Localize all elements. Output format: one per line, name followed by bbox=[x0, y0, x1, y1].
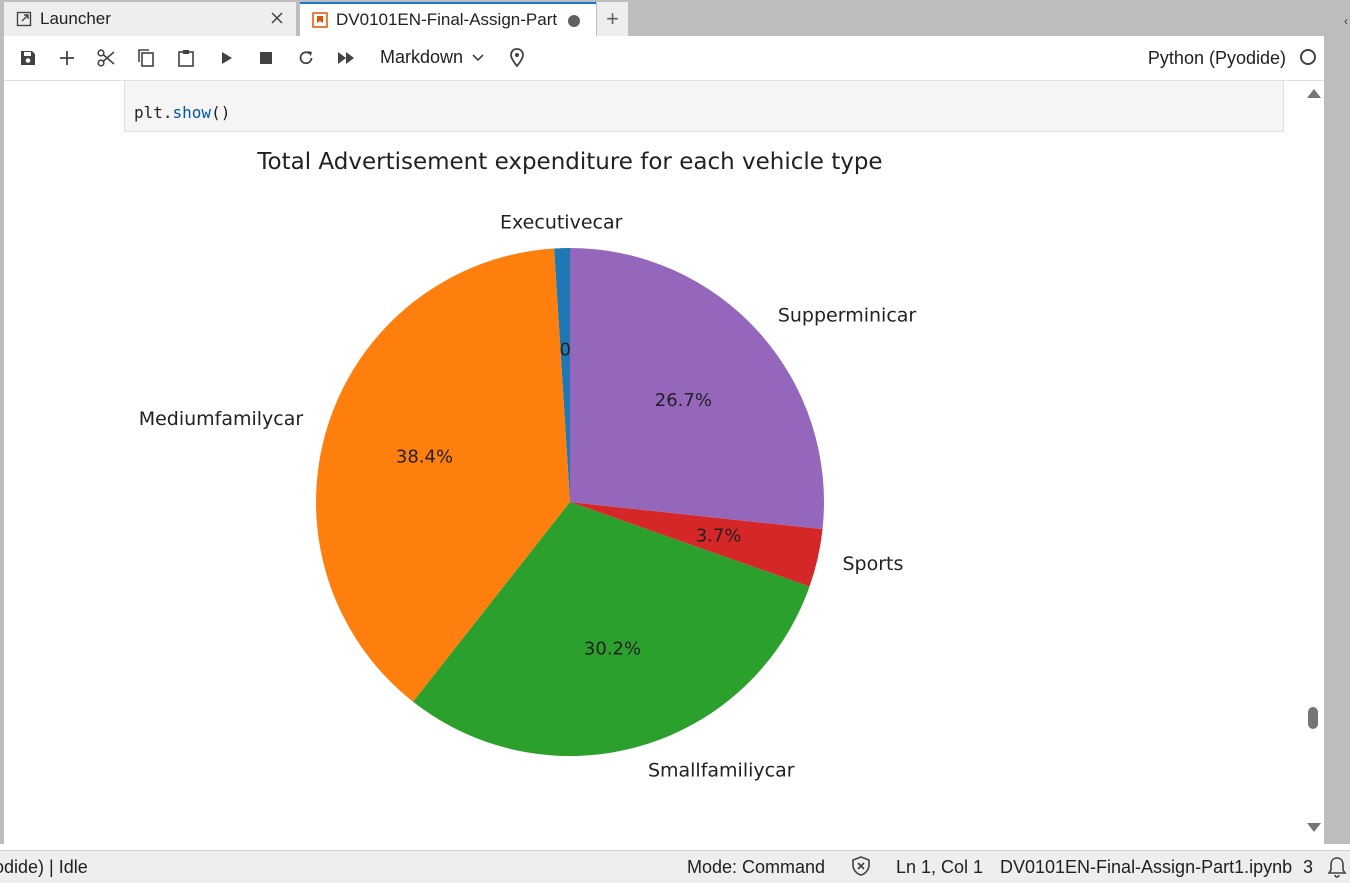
category-label: Smallfamiliycar bbox=[648, 759, 795, 781]
save-icon[interactable] bbox=[16, 46, 40, 70]
notification-count: 3 bbox=[1303, 857, 1314, 877]
kernel-status-text[interactable]: odide) | Idle bbox=[0, 857, 88, 877]
tab-launcher[interactable]: Launcher bbox=[4, 2, 296, 36]
code-object: plt. bbox=[134, 103, 173, 122]
tab-bar: Launcher DV0101EN-Final-Assign-Part + ‹ bbox=[0, 0, 1350, 36]
code-args: () bbox=[211, 103, 231, 122]
pie-slices: Executivecar1.0%Mediumfamilycar38.4%Smal… bbox=[139, 212, 917, 782]
category-label: Supperminicar bbox=[778, 304, 917, 326]
file-name: DV0101EN-Final-Assign-Part1.ipynb bbox=[1000, 857, 1293, 877]
chevron-down-icon bbox=[472, 53, 484, 61]
scroll-thumb[interactable] bbox=[1308, 707, 1318, 729]
percent-label: 38.4% bbox=[396, 447, 453, 468]
notebook-icon bbox=[312, 12, 328, 28]
cell-type-dropdown[interactable]: Markdown bbox=[380, 47, 485, 68]
pie-slice-executivecar bbox=[554, 248, 570, 502]
tab-label: Launcher bbox=[40, 9, 111, 28]
tab-notebook[interactable]: DV0101EN-Final-Assign-Part bbox=[300, 2, 596, 36]
pie-slice-mediumfamilycar bbox=[315, 248, 570, 702]
shield-x-icon[interactable] bbox=[850, 855, 872, 882]
location-pin-icon[interactable] bbox=[505, 46, 529, 70]
stop-icon[interactable] bbox=[254, 46, 278, 70]
pie-slice-smallfamiliycar bbox=[413, 502, 810, 756]
new-tab-button[interactable]: + bbox=[596, 2, 628, 36]
add-cell-icon[interactable] bbox=[55, 46, 79, 70]
category-label: Mediumfamilycar bbox=[139, 408, 304, 430]
pie-slice-sports bbox=[570, 502, 823, 587]
mode-indicator: Mode: Command bbox=[687, 857, 826, 877]
category-label: Sports bbox=[842, 553, 903, 575]
notebook-panel[interactable]: plt.show() Total Advertisement expenditu… bbox=[4, 81, 1302, 844]
cut-icon[interactable] bbox=[94, 46, 118, 70]
vertical-scrollbar[interactable] bbox=[1302, 81, 1324, 844]
left-frame bbox=[0, 36, 4, 844]
plus-icon: + bbox=[606, 6, 619, 31]
kernel-status-icon bbox=[1300, 49, 1316, 65]
code-line: plt.show() bbox=[134, 103, 230, 122]
scroll-up-arrow-icon[interactable] bbox=[1307, 89, 1321, 98]
chart-title: Total Advertisement expenditure for each… bbox=[256, 149, 882, 175]
kernel-name[interactable]: Python (Pyodide) bbox=[1147, 48, 1286, 68]
notebook-toolbar: Markdown Python (Pyodide) bbox=[4, 36, 1324, 81]
paste-icon[interactable] bbox=[174, 46, 198, 70]
unsaved-indicator[interactable] bbox=[568, 15, 580, 27]
percent-label: 30.2% bbox=[584, 638, 641, 659]
percent-label: 26.7% bbox=[655, 390, 712, 411]
cell-type-label: Markdown bbox=[380, 47, 464, 67]
category-label: Executivecar bbox=[500, 212, 623, 234]
run-icon[interactable] bbox=[214, 46, 238, 70]
bell-icon[interactable] bbox=[1326, 855, 1348, 884]
pie-slice-supperminicar bbox=[570, 248, 825, 530]
copy-icon[interactable] bbox=[134, 46, 158, 70]
tab-label: DV0101EN-Final-Assign-Part bbox=[336, 10, 558, 29]
launcher-icon bbox=[16, 11, 32, 27]
percent-label: 3.7% bbox=[696, 526, 742, 547]
right-frame bbox=[1324, 36, 1350, 844]
code-method: show bbox=[172, 103, 212, 122]
pie-chart: Total Advertisement expenditure for each… bbox=[139, 149, 917, 782]
code-cell[interactable]: plt.show() bbox=[124, 81, 1284, 132]
restart-icon[interactable] bbox=[294, 46, 318, 70]
chevron-icon[interactable]: ‹ bbox=[1344, 14, 1348, 28]
status-bar: odide) | Idle Mode: Command Ln 1, Col 1 … bbox=[0, 850, 1350, 883]
close-icon[interactable] bbox=[270, 9, 284, 30]
fast-forward-icon[interactable] bbox=[334, 46, 358, 70]
cursor-position[interactable]: Ln 1, Col 1 bbox=[896, 857, 984, 877]
scroll-down-arrow-icon[interactable] bbox=[1307, 823, 1321, 832]
